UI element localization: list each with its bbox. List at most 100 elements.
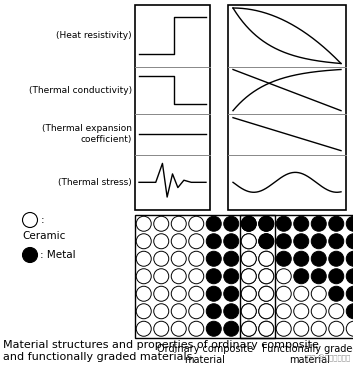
Circle shape [189,216,204,231]
Circle shape [189,321,204,336]
Circle shape [276,234,291,249]
Circle shape [346,216,353,231]
Circle shape [294,304,309,319]
Bar [228,5,346,210]
Circle shape [311,304,326,319]
Circle shape [171,321,186,336]
Circle shape [171,286,186,301]
Circle shape [189,286,204,301]
Circle shape [241,269,256,284]
Circle shape [294,286,309,301]
Circle shape [329,269,344,284]
Circle shape [224,251,239,266]
Text: Functionally graded
material: Functionally graded material [262,344,353,365]
Circle shape [154,234,169,249]
Circle shape [171,269,186,284]
Circle shape [23,213,37,228]
Circle shape [136,216,151,231]
Circle shape [329,286,344,301]
Circle shape [206,269,221,284]
Circle shape [329,216,344,231]
Circle shape [171,304,186,319]
Circle shape [259,286,274,301]
Circle shape [346,321,353,336]
Circle shape [259,234,274,249]
Circle shape [311,269,326,284]
Circle shape [136,321,151,336]
Circle shape [276,216,291,231]
Circle shape [311,321,326,336]
Circle shape [206,216,221,231]
Circle shape [241,304,256,319]
Circle shape [189,234,204,249]
Circle shape [224,321,239,336]
Circle shape [241,304,256,319]
Circle shape [241,234,256,249]
Circle shape [154,216,169,231]
Circle shape [259,304,274,319]
Circle shape [224,269,239,284]
Circle shape [259,321,274,336]
Circle shape [154,321,169,336]
Circle shape [189,269,204,284]
Circle shape [189,304,204,319]
Circle shape [259,251,274,266]
Text: (Thermal conductivity): (Thermal conductivity) [29,86,132,94]
Circle shape [241,251,256,266]
Text: : Metal: : Metal [41,250,76,260]
Circle shape [276,304,291,319]
Circle shape [241,321,256,336]
Circle shape [346,304,353,319]
Circle shape [276,321,291,336]
Text: Ordinary composite
material: Ordinary composite material [157,344,253,365]
Circle shape [224,234,239,249]
Circle shape [171,251,186,266]
Circle shape [276,286,291,301]
Circle shape [241,216,256,231]
Circle shape [259,251,274,266]
Text: (Thermal expansion
coefficient): (Thermal expansion coefficient) [42,124,132,144]
Circle shape [241,321,256,336]
Text: (Thermal stress): (Thermal stress) [58,178,132,187]
Circle shape [329,234,344,249]
Circle shape [171,216,186,231]
Circle shape [294,269,309,284]
Circle shape [294,321,309,336]
Bar [240,215,353,338]
Circle shape [276,251,291,266]
Circle shape [23,248,37,262]
Circle shape [241,286,256,301]
Circle shape [136,269,151,284]
Circle shape [311,251,326,266]
Circle shape [154,251,169,266]
Circle shape [136,234,151,249]
Text: :: : [41,215,44,225]
Circle shape [259,269,274,284]
Circle shape [346,251,353,266]
Circle shape [259,234,274,249]
Circle shape [136,251,151,266]
Circle shape [259,321,274,336]
Bar [135,215,275,338]
Circle shape [346,286,353,301]
Circle shape [154,269,169,284]
Circle shape [311,234,326,249]
Circle shape [206,286,221,301]
Circle shape [136,286,151,301]
Circle shape [294,234,309,249]
Circle shape [259,269,274,284]
Circle shape [206,251,221,266]
Circle shape [206,304,221,319]
Circle shape [259,216,274,231]
Circle shape [311,286,326,301]
Text: 头条 @江苏激光联盟: 头条 @江苏激光联盟 [307,355,350,362]
Circle shape [311,216,326,231]
Circle shape [206,321,221,336]
Circle shape [346,234,353,249]
Circle shape [329,251,344,266]
Circle shape [224,286,239,301]
Circle shape [224,304,239,319]
Bar [135,5,210,210]
Circle shape [329,321,344,336]
Circle shape [346,269,353,284]
